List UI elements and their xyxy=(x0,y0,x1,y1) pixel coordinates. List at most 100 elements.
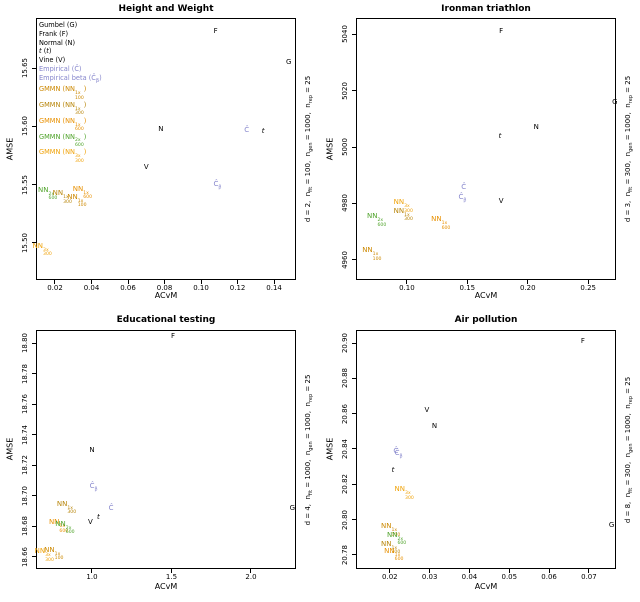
plot-box xyxy=(36,330,296,569)
y-tick xyxy=(32,242,36,244)
x-tick-label: 0.06 xyxy=(541,573,557,581)
point-base: NN xyxy=(34,547,46,556)
x-tick xyxy=(588,569,590,573)
point-base: t xyxy=(96,513,100,522)
sup-sub-stack: 2x 600 xyxy=(65,525,75,536)
panel-educational-testing: Educational testing AMSE ACvM 1.0 1.5 2.0 1… xyxy=(0,301,320,602)
sup-sub-stack: 1x 300 xyxy=(74,106,84,117)
x-tick-label: 0.25 xyxy=(580,284,596,292)
point-base: F xyxy=(499,27,504,36)
point-label: t xyxy=(262,127,265,135)
y-tick xyxy=(352,33,356,35)
legend-item: Empirical (Ĉ) xyxy=(39,65,102,74)
point-base: F xyxy=(213,26,218,35)
legend-item: GMMN (NN 1x 600) xyxy=(39,117,102,133)
x-axis-label: ACvM xyxy=(474,291,498,300)
text-segment: Empirical beta (Ĉ xyxy=(39,73,96,82)
sup-sub-stack: 3x 300 xyxy=(405,491,414,501)
text-segment: rep xyxy=(308,95,314,104)
panel-height-and-weight: Height and Weight AMSE ACvM 0.02 0.04 0.06… xyxy=(0,0,320,301)
y-tick xyxy=(352,342,356,344)
x-tick-label: 0.20 xyxy=(519,284,536,292)
y-tick-label: 18.78 xyxy=(21,363,29,384)
text-segment: d = 8, n xyxy=(624,492,632,523)
y-tick-label: 5000 xyxy=(341,138,349,156)
point-base: NN xyxy=(394,485,406,494)
point-base: N xyxy=(431,422,438,431)
sup-sub-stack: 1x 100 xyxy=(77,198,87,209)
point-label: NN 3x 300 xyxy=(395,485,414,501)
x-tick xyxy=(237,280,239,284)
point-label: NN 1x 100 xyxy=(362,246,381,262)
point-label: NN 2x 600 xyxy=(55,520,74,536)
y-tick-label: 18.80 xyxy=(21,333,29,354)
point-label: NN 1x 600 xyxy=(431,215,450,231)
x-tick-label: 0.10 xyxy=(399,284,415,292)
text-segment: ) xyxy=(83,85,87,94)
legend-item: GMMN (NN 2x 600) xyxy=(39,133,102,149)
legend-item: GMMN (NN 1x 100) xyxy=(39,85,102,101)
y-tick-label: 18.66 xyxy=(21,546,29,567)
point-label: NN 1x 300 xyxy=(53,189,72,205)
x-tick xyxy=(508,569,510,573)
panel-ironman-triathlon: Ironman triathlon AMSE ACvM 0.10 0.15 0.20… xyxy=(320,0,640,301)
point-label: t xyxy=(499,132,502,140)
y-tick xyxy=(32,67,36,69)
y-tick xyxy=(352,146,356,148)
sup-sub-stack: 3x 300 xyxy=(43,247,52,258)
text-segment: d = 3, n xyxy=(624,191,632,223)
y-tick xyxy=(32,125,36,127)
panel-title: Air pollution xyxy=(454,315,518,325)
point-subscript: β xyxy=(94,486,98,492)
x-tick xyxy=(91,280,92,284)
y-tick xyxy=(32,495,36,497)
point-base: NN xyxy=(38,185,49,194)
sup-sub-stack: 3x 300 xyxy=(404,204,413,214)
point-label: G xyxy=(609,521,614,529)
legend-item: Empirical beta (Ĉβ) xyxy=(39,74,102,86)
x-tick xyxy=(250,569,252,573)
point-base: F xyxy=(171,331,176,340)
text-segment: fit xyxy=(308,186,314,192)
y-tick xyxy=(32,373,36,375)
y-tick xyxy=(352,448,356,450)
text-segment: Empirical (Ĉ) xyxy=(39,64,82,73)
point-label: Ĉβ xyxy=(90,481,98,492)
point-base: Ĉ xyxy=(244,125,250,134)
text-segment: Normal (N) xyxy=(39,38,76,47)
y-tick-label: 20.88 xyxy=(341,368,349,389)
y-tick-label: 18.76 xyxy=(21,394,29,415)
plot-box xyxy=(36,18,296,280)
x-tick xyxy=(200,280,202,284)
point-label: Ĉβ xyxy=(395,449,403,460)
text-segment: t xyxy=(39,47,42,56)
sup-sub-stack: 1x 300 xyxy=(391,545,401,556)
y-tick xyxy=(32,403,36,405)
text-segment: Vine (V) xyxy=(39,56,66,64)
legend-item: Gumbel (G) xyxy=(39,21,102,30)
x-tick-label: 0.04 xyxy=(83,284,100,292)
y-tick-label: 4960 xyxy=(341,251,349,269)
y-tick-label: 15.65 xyxy=(21,58,29,79)
point-base: G xyxy=(608,520,615,529)
point-label: F xyxy=(581,337,585,345)
point-label: V xyxy=(144,163,149,171)
point-base: t xyxy=(391,466,395,475)
sup-sub-stack: 3x 300 xyxy=(74,154,84,164)
text-segment: = 1000, n xyxy=(304,450,312,490)
point-label: t xyxy=(97,513,100,521)
point-base: N xyxy=(89,446,95,455)
y-tick-label: 15.60 xyxy=(21,116,29,137)
point-label: NN 2x 600 xyxy=(38,186,57,202)
legend-item: Vine (V) xyxy=(39,56,102,65)
point-base: Ĉ xyxy=(89,481,95,490)
sup-sub-stack: 1x 100 xyxy=(54,551,64,562)
text-segment: = 300, n xyxy=(624,452,632,488)
text-segment: Gumbel (G) xyxy=(39,21,78,29)
text-segment: GMMN (NN xyxy=(39,132,75,141)
point-label: NN 2x 600 xyxy=(367,212,386,228)
x-tick-label: 0.02 xyxy=(382,573,398,581)
panel-air-pollution: Air pollution AMSE ACvM 0.02 0.03 0.04 0.05… xyxy=(320,301,640,602)
point-base: Ĉ xyxy=(458,192,464,201)
